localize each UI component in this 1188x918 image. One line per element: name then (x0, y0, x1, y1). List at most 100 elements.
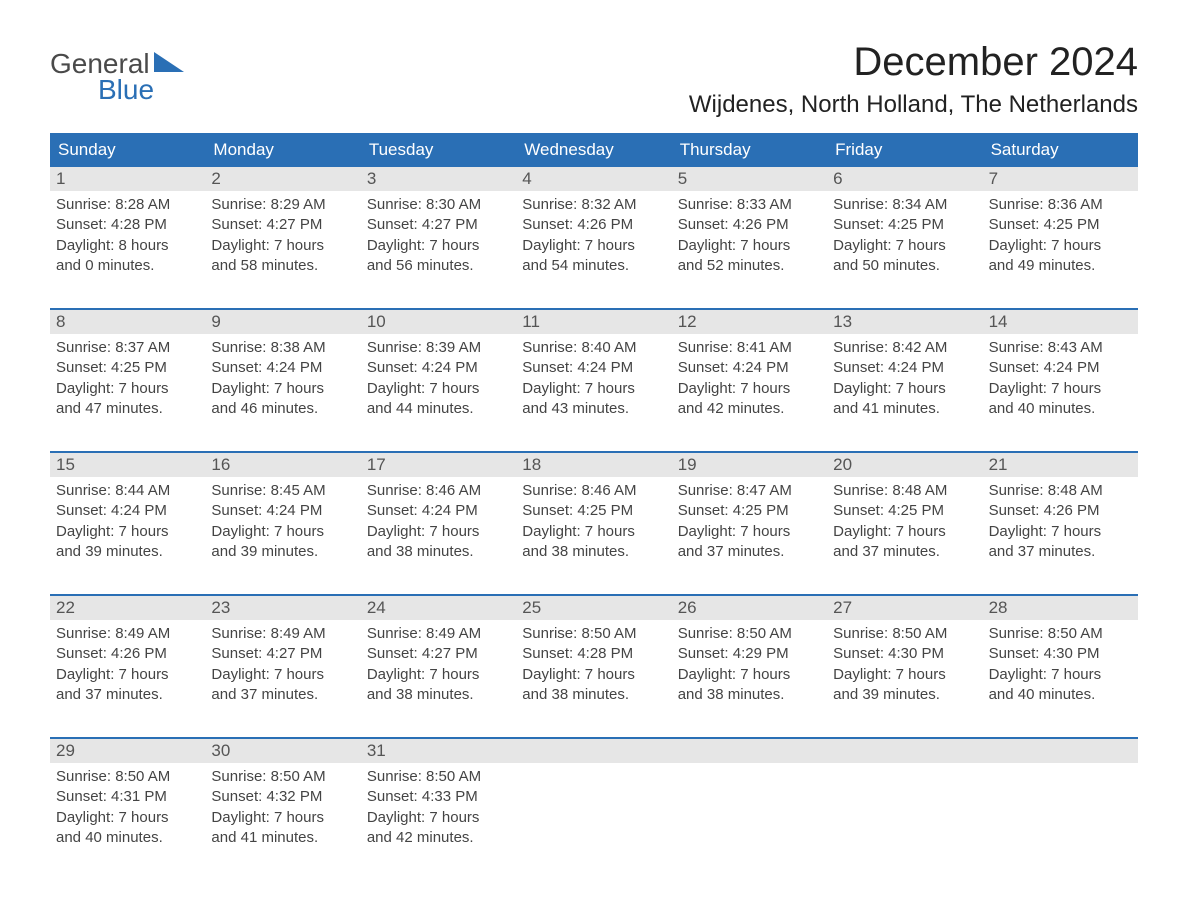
daylight-text: Daylight: 7 hours (56, 808, 199, 828)
daylight-text: and 41 minutes. (211, 828, 354, 848)
daylight-text: and 50 minutes. (833, 256, 976, 276)
day-number: 21 (983, 453, 1138, 477)
sunrise-text: Sunrise: 8:50 AM (211, 767, 354, 787)
sunrise-text: Sunrise: 8:34 AM (833, 195, 976, 215)
day-number (672, 739, 827, 763)
sunrise-text: Sunrise: 8:38 AM (211, 338, 354, 358)
sunrise-text: Sunrise: 8:39 AM (367, 338, 510, 358)
sunrise-text: Sunrise: 8:28 AM (56, 195, 199, 215)
calendar-week: 1234567Sunrise: 8:28 AMSunset: 4:28 PMDa… (50, 167, 1138, 290)
day-number: 18 (516, 453, 671, 477)
weekday-label: Wednesday (516, 133, 671, 167)
sunrise-text: Sunrise: 8:41 AM (678, 338, 821, 358)
daylight-text: and 38 minutes. (678, 685, 821, 705)
daylight-text: and 42 minutes. (367, 828, 510, 848)
sunset-text: Sunset: 4:26 PM (989, 501, 1132, 521)
day-body-row: Sunrise: 8:49 AM Sunset: 4:26 PM Daylight:… (50, 620, 1138, 719)
day-number: 20 (827, 453, 982, 477)
sunrise-text: Sunrise: 8:42 AM (833, 338, 976, 358)
sunrise-text: Sunrise: 8:37 AM (56, 338, 199, 358)
daylight-text: Daylight: 7 hours (522, 665, 665, 685)
sunrise-text: Sunrise: 8:33 AM (678, 195, 821, 215)
day-number: 24 (361, 596, 516, 620)
day-cell: Sunrise: 8:46 AMSunset: 4:25 PMDaylight:… (516, 477, 671, 576)
page-title: December 2024 (689, 40, 1138, 85)
sunrise-text: Sunrise: 8:50 AM (678, 624, 821, 644)
day-number-row: 891011121314 (50, 310, 1138, 334)
calendar-weeks: 1234567Sunrise: 8:28 AMSunset: 4:28 PMDa… (50, 167, 1138, 862)
sunset-text: Sunset: 4:27 PM (367, 644, 510, 664)
sunset-text: Sunset: 4:26 PM (522, 215, 665, 235)
day-number: 13 (827, 310, 982, 334)
daylight-text: Daylight: 7 hours (56, 379, 199, 399)
header: General Blue December 2024 Wijdenes, Nor… (50, 40, 1138, 119)
day-cell: Sunrise: 8:50 AMSunset: 4:31 PMDaylight:… (50, 763, 205, 862)
sunset-text: Sunset: 4:29 PM (678, 644, 821, 664)
day-number: 6 (827, 167, 982, 191)
sunset-text: Sunset: 4:26 PM (56, 644, 199, 664)
daylight-text: and 41 minutes. (833, 399, 976, 419)
daylight-text: Daylight: 7 hours (367, 808, 510, 828)
sunrise-text: Sunrise: 8:48 AM (833, 481, 976, 501)
location-subtitle: Wijdenes, North Holland, The Netherlands (689, 91, 1138, 119)
daylight-text: Daylight: 7 hours (367, 379, 510, 399)
sunset-text: Sunset: 4:27 PM (367, 215, 510, 235)
day-number: 3 (361, 167, 516, 191)
sunrise-text: Sunrise: 8:48 AM (989, 481, 1132, 501)
day-cell: Sunrise: 8:48 AMSunset: 4:26 PMDaylight:… (983, 477, 1138, 576)
sunrise-text: Sunrise: 8:29 AM (211, 195, 354, 215)
day-cell: Sunrise: 8:49 AMSunset: 4:27 PMDaylight:… (361, 620, 516, 719)
day-number: 28 (983, 596, 1138, 620)
sunset-text: Sunset: 4:25 PM (833, 215, 976, 235)
day-number (827, 739, 982, 763)
day-cell: Sunrise: 8:50 AMSunset: 4:32 PMDaylight:… (205, 763, 360, 862)
flag-icon (154, 52, 184, 77)
sunrise-text: Sunrise: 8:50 AM (522, 624, 665, 644)
sunrise-text: Sunrise: 8:50 AM (989, 624, 1132, 644)
day-number: 29 (50, 739, 205, 763)
day-cell: Sunrise: 8:30 AMSunset: 4:27 PMDaylight:… (361, 191, 516, 290)
daylight-text: Daylight: 7 hours (989, 665, 1132, 685)
daylight-text: and 44 minutes. (367, 399, 510, 419)
sunrise-text: Sunrise: 8:47 AM (678, 481, 821, 501)
day-number: 7 (983, 167, 1138, 191)
day-cell: Sunrise: 8:50 AMSunset: 4:33 PMDaylight:… (361, 763, 516, 862)
daylight-text: Daylight: 7 hours (522, 236, 665, 256)
day-cell: Sunrise: 8:44 AMSunset: 4:24 PMDaylight:… (50, 477, 205, 576)
daylight-text: Daylight: 7 hours (367, 522, 510, 542)
sunset-text: Sunset: 4:24 PM (678, 358, 821, 378)
daylight-text: Daylight: 7 hours (211, 522, 354, 542)
sunset-text: Sunset: 4:27 PM (211, 644, 354, 664)
day-cell: Sunrise: 8:47 AMSunset: 4:25 PMDaylight:… (672, 477, 827, 576)
sunset-text: Sunset: 4:24 PM (211, 501, 354, 521)
day-number: 4 (516, 167, 671, 191)
daylight-text: and 56 minutes. (367, 256, 510, 276)
weekday-label: Sunday (50, 133, 205, 167)
sunrise-text: Sunrise: 8:49 AM (367, 624, 510, 644)
daylight-text: Daylight: 7 hours (367, 665, 510, 685)
daylight-text: and 37 minutes. (678, 542, 821, 562)
daylight-text: Daylight: 7 hours (211, 665, 354, 685)
daylight-text: Daylight: 7 hours (989, 379, 1132, 399)
day-cell (516, 763, 671, 862)
daylight-text: Daylight: 7 hours (522, 522, 665, 542)
daylight-text: and 37 minutes. (833, 542, 976, 562)
daylight-text: and 39 minutes. (56, 542, 199, 562)
day-cell: Sunrise: 8:28 AMSunset: 4:28 PMDaylight:… (50, 191, 205, 290)
weekday-header: SundayMondayTuesdayWednesdayThursdayFrid… (50, 133, 1138, 167)
day-cell: Sunrise: 8:37 AMSunset: 4:25 PMDaylight:… (50, 334, 205, 433)
daylight-text: and 38 minutes. (522, 685, 665, 705)
sunset-text: Sunset: 4:28 PM (522, 644, 665, 664)
sunset-text: Sunset: 4:30 PM (989, 644, 1132, 664)
daylight-text: Daylight: 7 hours (367, 236, 510, 256)
day-number: 23 (205, 596, 360, 620)
day-cell: Sunrise: 8:46 AMSunset: 4:24 PMDaylight:… (361, 477, 516, 576)
sunset-text: Sunset: 4:24 PM (211, 358, 354, 378)
day-cell: Sunrise: 8:50 AMSunset: 4:29 PMDaylight:… (672, 620, 827, 719)
sunrise-text: Sunrise: 8:32 AM (522, 195, 665, 215)
daylight-text: Daylight: 7 hours (211, 379, 354, 399)
day-cell: Sunrise: 8:49 AMSunset: 4:27 PMDaylight:… (205, 620, 360, 719)
day-number-row: 15161718192021 (50, 453, 1138, 477)
sunset-text: Sunset: 4:25 PM (56, 358, 199, 378)
day-number: 15 (50, 453, 205, 477)
